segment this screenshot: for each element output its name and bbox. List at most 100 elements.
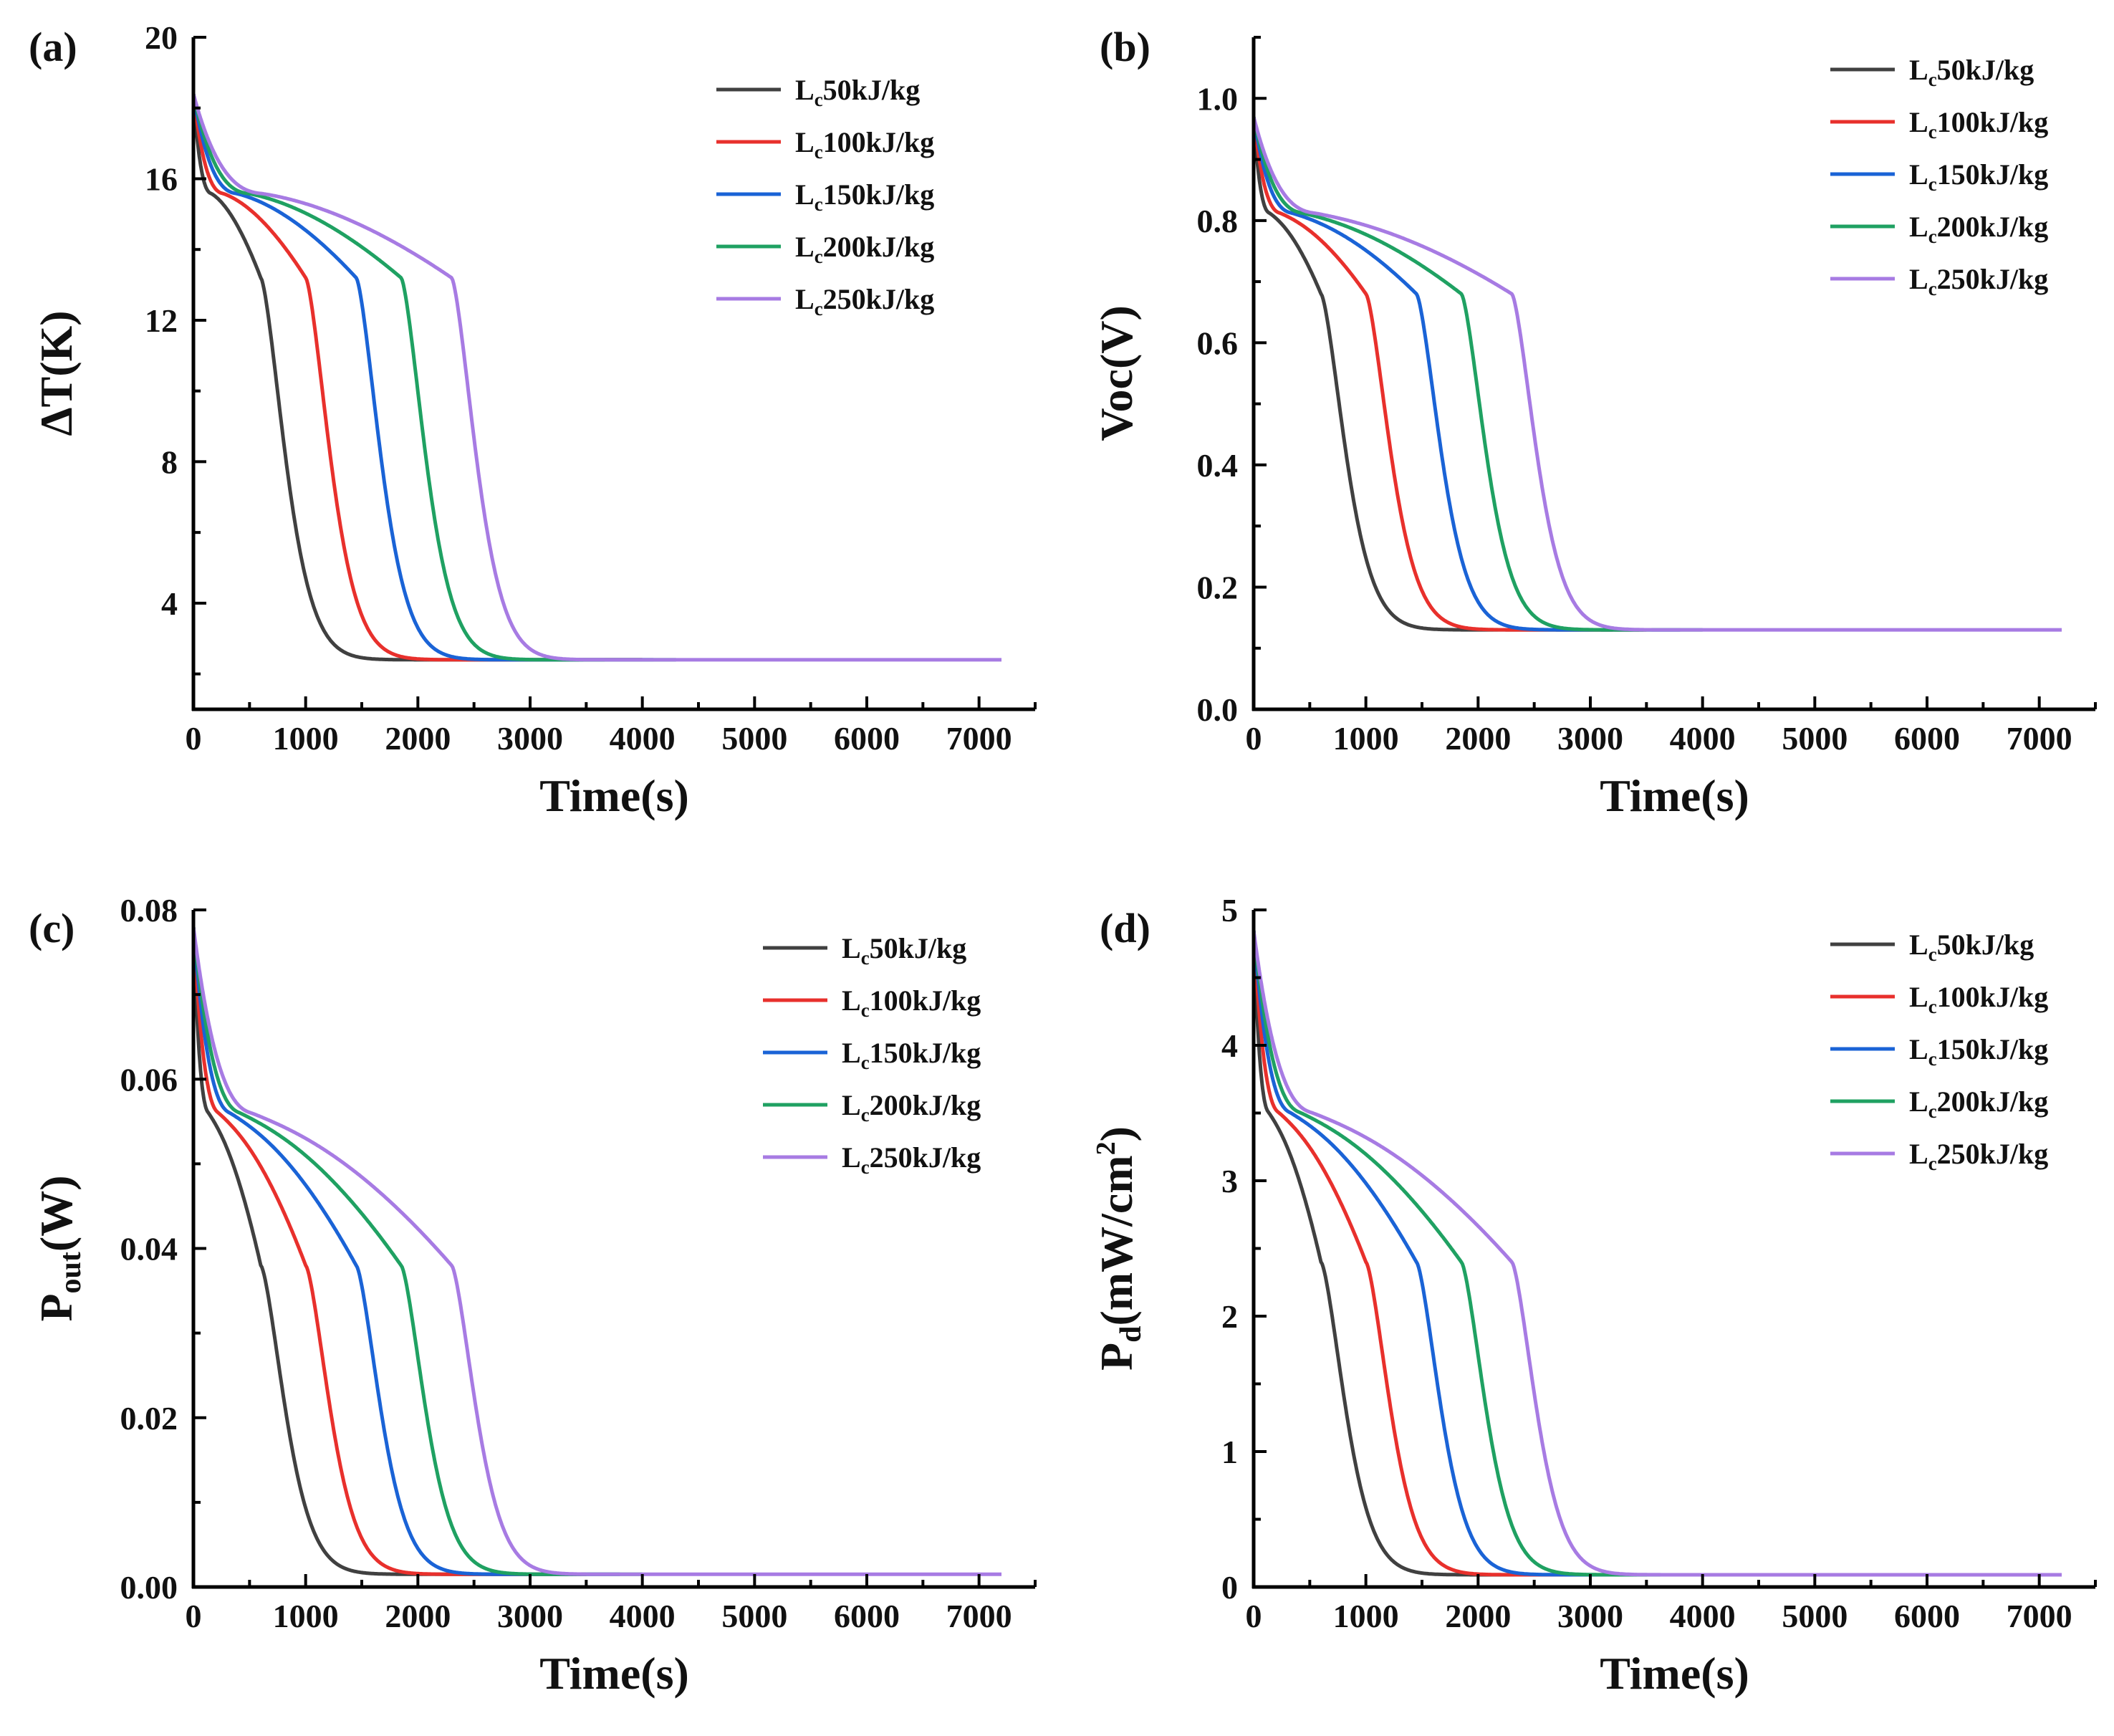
x-tick-label: 5000 <box>1782 1598 1848 1634</box>
series-line-Lc250kJ-kg <box>193 93 1002 662</box>
legend-entry-label: Lc100kJ/kg <box>795 126 934 163</box>
legend-entry-label: Lc250kJ/kg <box>795 283 934 320</box>
x-tick-label: 6000 <box>834 720 900 757</box>
y-tick-label: 16 <box>145 160 178 197</box>
series-line-Lc200kJ-kg <box>1254 930 1704 1577</box>
panel-label: (a) <box>29 24 77 70</box>
series-group <box>1254 929 2062 1577</box>
y-tick-label: 3 <box>1221 1163 1238 1199</box>
series-line-Lc200kJ-kg <box>193 926 643 1576</box>
x-tick-label: 4000 <box>1670 1598 1736 1634</box>
panel-label: (d) <box>1100 905 1150 951</box>
y-tick-label: 0.6 <box>1197 325 1239 361</box>
x-axis-title: Time(s) <box>1600 770 1749 821</box>
x-tick-label: 2000 <box>385 720 451 757</box>
x-tick-label: 4000 <box>610 1598 676 1634</box>
legend-entry-label: Lc50kJ/kg <box>842 932 966 969</box>
y-tick-label: 0.8 <box>1197 203 1239 239</box>
legend-entry-label: Lc100kJ/kg <box>1909 106 2048 143</box>
legend-entry-label: Lc100kJ/kg <box>842 984 981 1021</box>
series-line-Lc50kJ-kg <box>193 926 554 1576</box>
y-tick-label: 12 <box>145 302 178 339</box>
panel-d: 0 1000 2000 3000 4000 5000 6000 7000 0 1 2 3 4 5 Time(… <box>1091 892 2097 1699</box>
legend-entry-label: Lc50kJ/kg <box>795 74 920 110</box>
y-tick-label: 0.04 <box>120 1231 178 1267</box>
series-group <box>1254 116 2062 632</box>
legend: Lc50kJ/kg Lc100kJ/kg Lc150kJ/kg Lc200kJ/kg L… <box>1830 54 2048 299</box>
legend-entry-label: Lc200kJ/kg <box>842 1089 981 1126</box>
series-line-Lc50kJ-kg <box>1254 116 1614 632</box>
x-tick-label: 7000 <box>946 1598 1012 1634</box>
x-tick-label: 5000 <box>1782 720 1848 757</box>
y-tick-label: 0.02 <box>120 1400 178 1437</box>
x-tick-label: 1000 <box>1333 720 1399 757</box>
x-tick-label: 6000 <box>1894 720 1960 757</box>
legend-entry-label: Lc150kJ/kg <box>842 1037 981 1073</box>
legend-entry-label: Lc50kJ/kg <box>1909 929 2034 965</box>
x-tick-label: 0 <box>1246 1598 1262 1634</box>
legend-entry-label: Lc250kJ/kg <box>1909 1138 2048 1174</box>
y-tick-label: 4 <box>161 585 178 622</box>
x-axis-title: Time(s) <box>1600 1648 1749 1699</box>
x-tick-label: 3000 <box>1557 720 1623 757</box>
x-tick-label: 7000 <box>2007 720 2072 757</box>
y-tick-label: 0.08 <box>120 892 178 929</box>
series-line-Lc150kJ-kg <box>193 93 655 662</box>
legend-entry-label: Lc50kJ/kg <box>1909 54 2034 90</box>
x-tick-label: 0 <box>186 1598 202 1634</box>
x-axis-title: Time(s) <box>539 770 689 821</box>
y-tick-label: 0.06 <box>120 1061 178 1098</box>
series-line-Lc200kJ-kg <box>1254 116 1704 632</box>
legend-entry-label: Lc250kJ/kg <box>842 1141 981 1178</box>
x-tick-label: 6000 <box>834 1598 900 1634</box>
y-tick-label: 0.0 <box>1197 691 1239 728</box>
legend: Lc50kJ/kg Lc100kJ/kg Lc150kJ/kg Lc200kJ/kg L… <box>716 74 934 320</box>
legend-entry-label: Lc100kJ/kg <box>1909 981 2048 1017</box>
series-line-Lc250kJ-kg <box>193 926 1002 1576</box>
x-tick-label: 3000 <box>1557 1598 1623 1634</box>
x-tick-label: 3000 <box>497 720 563 757</box>
x-tick-label: 2000 <box>1445 720 1511 757</box>
x-tick-label: 2000 <box>385 1598 451 1634</box>
panel-label: (b) <box>1100 24 1150 70</box>
legend-entry-label: Lc200kJ/kg <box>795 231 934 267</box>
series-line-Lc100kJ-kg <box>1254 930 1648 1577</box>
y-axis-title: Pout(W) <box>31 1175 87 1321</box>
panel-c: 0 1000 2000 3000 4000 5000 6000 7000 0.00 0.02 0.0… <box>29 892 1037 1699</box>
x-tick-label: 0 <box>186 720 202 757</box>
series-group <box>193 93 1002 662</box>
legend-entry-label: Lc250kJ/kg <box>1909 263 2048 299</box>
y-tick-label: 0.2 <box>1197 569 1239 605</box>
legend-entry-label: Lc200kJ/kg <box>1909 1085 2048 1122</box>
legend-entry-label: Lc200kJ/kg <box>1909 211 2048 247</box>
y-tick-label: 1.0 <box>1197 80 1239 117</box>
series-line-Lc150kJ-kg <box>1254 116 1681 632</box>
x-tick-label: 1000 <box>273 1598 339 1634</box>
x-tick-label: 0 <box>1246 720 1262 757</box>
y-tick-label: 8 <box>161 443 178 480</box>
series-line-Lc200kJ-kg <box>193 93 677 662</box>
y-axis-title: Pd(mW/cm2) <box>1091 1126 1148 1371</box>
x-tick-label: 4000 <box>1670 720 1736 757</box>
series-group <box>193 926 1002 1576</box>
series-line-Lc50kJ-kg <box>1254 930 1614 1577</box>
y-tick-label: 0.00 <box>120 1569 178 1606</box>
x-tick-label: 5000 <box>721 1598 787 1634</box>
x-tick-label: 2000 <box>1445 1598 1511 1634</box>
y-tick-label: 0.4 <box>1197 447 1239 484</box>
legend-entry-label: Lc150kJ/kg <box>1909 158 2048 195</box>
y-axis-title: Voc(V) <box>1091 305 1142 441</box>
panel-a: 0 1000 2000 3000 4000 5000 6000 7000 4 8 12 16 20 Tim… <box>29 19 1037 821</box>
y-tick-label: 1 <box>1221 1434 1238 1470</box>
y-tick-label: 0 <box>1221 1569 1238 1606</box>
legend-entry-label: Lc150kJ/kg <box>1909 1033 2048 1070</box>
x-tick-label: 3000 <box>497 1598 563 1634</box>
panel-b: 0 1000 2000 3000 4000 5000 6000 7000 0.0 0.2 0.4 0.… <box>1091 24 2097 821</box>
x-tick-label: 1000 <box>273 720 339 757</box>
panel-label: (c) <box>29 905 75 951</box>
legend: Lc50kJ/kg Lc100kJ/kg Lc150kJ/kg Lc200kJ/kg L… <box>1830 929 2048 1174</box>
series-line-Lc250kJ-kg <box>1254 929 2062 1577</box>
x-tick-label: 4000 <box>610 720 676 757</box>
y-tick-label: 2 <box>1221 1298 1238 1335</box>
